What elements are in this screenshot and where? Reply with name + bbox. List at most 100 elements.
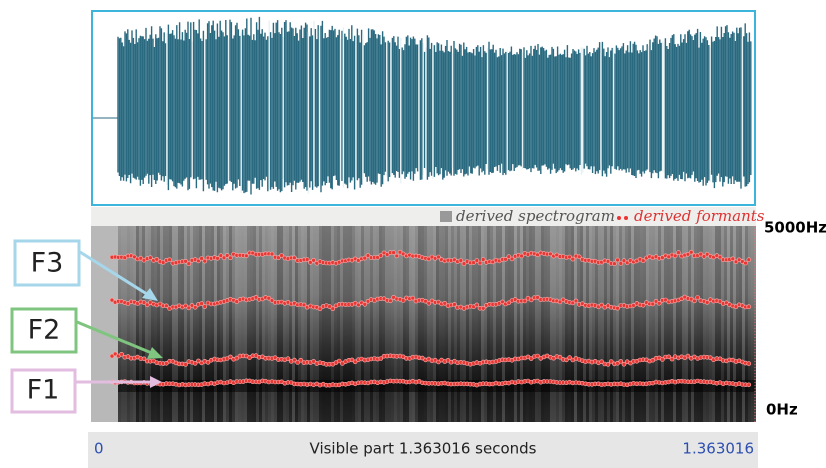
spectrogram-column bbox=[454, 226, 457, 422]
spectrogram-column bbox=[571, 226, 574, 422]
formant-point bbox=[733, 259, 739, 265]
formant-point bbox=[436, 254, 441, 260]
spectrogram-column bbox=[433, 226, 436, 422]
spectrogram-column bbox=[394, 226, 397, 422]
formant-point bbox=[308, 260, 313, 265]
formant-point bbox=[311, 359, 316, 364]
spectrogram-column bbox=[553, 226, 556, 422]
spectrogram-column bbox=[586, 226, 589, 422]
spectrogram-column bbox=[616, 226, 619, 422]
formant-point bbox=[743, 260, 748, 266]
legend-band bbox=[91, 207, 756, 226]
formant-point bbox=[640, 258, 646, 264]
spectrogram-column bbox=[400, 226, 403, 422]
spectrogram-column bbox=[340, 226, 343, 422]
spectrogram-column bbox=[619, 226, 622, 422]
spectrogram-column bbox=[406, 226, 409, 422]
spectrogram-column bbox=[457, 226, 460, 422]
formant-point bbox=[608, 359, 614, 364]
formant-point bbox=[528, 297, 534, 303]
spectrogram-column bbox=[349, 226, 352, 422]
spectrogram-column bbox=[373, 226, 376, 422]
f2-label: F2 bbox=[28, 315, 61, 346]
spectrogram-column bbox=[274, 226, 277, 422]
spectrogram-column bbox=[430, 226, 433, 422]
spectrogram-column bbox=[583, 226, 586, 422]
spectrogram-column bbox=[385, 226, 388, 422]
spectrogram-column bbox=[370, 226, 373, 422]
formant-point bbox=[506, 254, 512, 260]
spectrogram-column bbox=[508, 226, 511, 422]
spectrogram-column bbox=[121, 226, 124, 422]
formant-point bbox=[423, 298, 428, 304]
formant-tracks bbox=[109, 249, 752, 388]
time-end[interactable]: 1.363016 bbox=[682, 440, 754, 458]
spectrogram-column bbox=[331, 226, 334, 422]
spectrogram-column bbox=[175, 226, 178, 422]
spectrogram-column bbox=[442, 226, 445, 422]
formant-point bbox=[221, 255, 227, 261]
formant-point bbox=[167, 257, 172, 263]
formant-point bbox=[535, 295, 540, 300]
formant-point bbox=[548, 251, 553, 257]
spectrogram-column bbox=[559, 226, 562, 422]
formant-point bbox=[160, 260, 166, 265]
formant-point bbox=[599, 302, 604, 308]
spectrogram-column bbox=[550, 226, 553, 422]
formant-point bbox=[199, 301, 204, 306]
formant-point bbox=[234, 355, 240, 361]
formant-point bbox=[704, 251, 710, 257]
formant-point bbox=[672, 253, 678, 259]
formant-point bbox=[666, 354, 672, 360]
formant-point bbox=[605, 258, 611, 264]
formant-point bbox=[183, 362, 188, 367]
spectrogram-column bbox=[289, 226, 292, 422]
spectrogram-column bbox=[523, 226, 526, 422]
formant-point bbox=[567, 254, 572, 260]
formant-point bbox=[528, 356, 534, 361]
time-start[interactable]: 0 bbox=[94, 440, 104, 458]
spectrogram-column bbox=[484, 226, 487, 422]
spectrogram-column bbox=[343, 226, 346, 422]
spectrogram-column bbox=[676, 226, 679, 422]
spectrogram-column bbox=[124, 226, 127, 422]
spectrogram-column bbox=[745, 226, 748, 422]
formant-point bbox=[186, 261, 192, 267]
spectrogram-column bbox=[316, 226, 319, 422]
spectrogram-column bbox=[547, 226, 550, 422]
spectrogram-column bbox=[310, 226, 313, 422]
spectrogram-column bbox=[250, 226, 253, 422]
formant-point bbox=[461, 261, 467, 267]
spectrogram-column bbox=[604, 226, 607, 422]
spectrogram-column bbox=[142, 226, 145, 422]
spectrogram-column bbox=[292, 226, 295, 422]
spectrogram-column bbox=[346, 226, 349, 422]
spectrogram-column bbox=[589, 226, 592, 422]
spectrogram-column bbox=[721, 226, 724, 422]
waveform bbox=[93, 16, 752, 195]
formant-point bbox=[352, 359, 358, 365]
spectrogram-column bbox=[532, 226, 535, 422]
spectrogram-column bbox=[514, 226, 517, 422]
formant-point bbox=[378, 253, 384, 258]
spectrogram-column bbox=[538, 226, 541, 422]
spectrogram-column bbox=[214, 226, 217, 422]
spectrogram-column bbox=[172, 226, 175, 422]
spectrogram-column bbox=[613, 226, 616, 422]
spectrogram-column bbox=[367, 226, 370, 422]
spectrogram-column bbox=[307, 226, 310, 422]
spectrogram-column bbox=[652, 226, 655, 422]
formant-point bbox=[276, 255, 281, 261]
formant-point bbox=[746, 382, 752, 388]
spectrogram-column bbox=[481, 226, 484, 422]
formant-point bbox=[154, 256, 160, 262]
formant-point bbox=[564, 357, 569, 363]
spectrogram-column bbox=[319, 226, 322, 422]
formant-point bbox=[621, 258, 627, 264]
spectrogram-column bbox=[418, 226, 421, 422]
spectrogram-column bbox=[700, 226, 703, 422]
formant-point bbox=[234, 299, 240, 304]
spectrogram-column bbox=[184, 226, 187, 422]
spectrogram-column bbox=[217, 226, 220, 422]
